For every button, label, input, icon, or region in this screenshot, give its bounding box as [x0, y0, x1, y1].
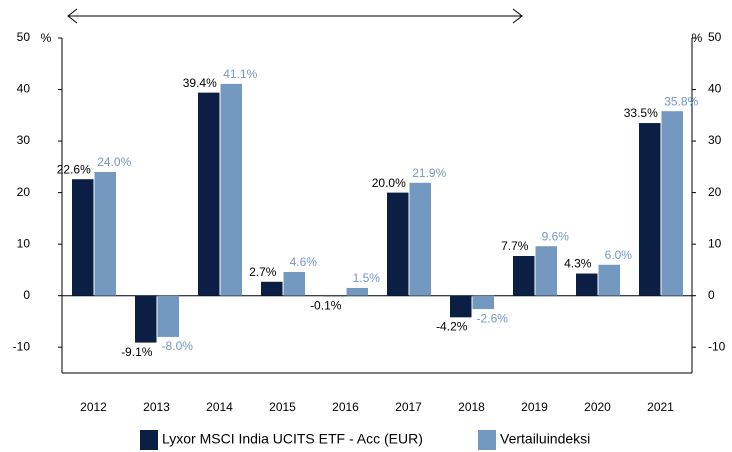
value-label: -0.1% [310, 298, 342, 312]
y-tick-label: 40 [17, 82, 31, 96]
value-label: 4.3% [564, 257, 592, 271]
value-label: -8.0% [162, 339, 194, 353]
bar [283, 271, 305, 296]
bar [513, 256, 535, 296]
bar [324, 295, 346, 297]
y-tick-label: 30 [17, 133, 31, 147]
value-label: 24.0% [97, 155, 131, 169]
y-tick-label: 10 [17, 236, 31, 250]
value-label: 20.0% [372, 176, 406, 190]
x-tick-label: 2019 [521, 400, 548, 414]
x-tick-label: 2013 [143, 400, 170, 414]
bar [661, 111, 683, 296]
x-tick-label: 2018 [458, 400, 485, 414]
bar [598, 264, 620, 296]
y-tick-label: 0 [23, 288, 30, 302]
value-label: -2.6% [477, 311, 509, 325]
bar [346, 287, 368, 296]
value-label: 4.6% [290, 255, 318, 269]
bar [639, 123, 661, 296]
bar [157, 295, 179, 337]
x-tick-label: 2016 [332, 400, 359, 414]
value-label: 7.7% [501, 239, 529, 253]
bar [535, 246, 557, 296]
y2-tick-label: 50 [708, 30, 722, 44]
y2-unit: % [692, 31, 703, 45]
y2-tick-label: 30 [708, 133, 722, 147]
value-label: 39.4% [183, 76, 217, 90]
y2-tick-label: -10 [708, 339, 726, 353]
x-tick-label: 2020 [584, 400, 611, 414]
period-arrow [67, 8, 523, 24]
bar [450, 295, 472, 318]
value-label: 33.5% [624, 106, 658, 120]
legend-swatch [478, 430, 496, 450]
x-tick-label: 2012 [80, 400, 107, 414]
y-tick-label: 20 [17, 185, 31, 199]
legend-label: Vertailuindeksi [500, 431, 590, 447]
legend-swatch [140, 430, 158, 450]
bar [472, 295, 494, 310]
value-label: 6.0% [605, 248, 633, 262]
y2-tick-label: 10 [708, 236, 722, 250]
x-tick-label: 2014 [206, 400, 233, 414]
legend-label: Lyxor MSCI India UCITS ETF - Acc (EUR) [162, 431, 423, 447]
value-label: 21.9% [412, 166, 446, 180]
value-label: -9.1% [121, 345, 153, 359]
bar [220, 83, 242, 296]
value-label: -4.2% [436, 320, 468, 334]
x-tick-label: 2015 [269, 400, 296, 414]
value-label: 22.6% [57, 162, 91, 176]
bar [198, 92, 220, 296]
y-unit: % [41, 31, 52, 45]
x-tick-label: 2017 [395, 400, 422, 414]
value-label: 41.1% [223, 67, 257, 81]
bar [261, 281, 283, 296]
bar [135, 295, 157, 343]
value-label: 2.7% [249, 265, 277, 279]
y-tick-label: 50 [17, 30, 31, 44]
y2-tick-label: 40 [708, 82, 722, 96]
bar [72, 179, 94, 296]
bar [94, 172, 116, 296]
value-label: 1.5% [353, 271, 381, 285]
x-tick-label: 2021 [647, 400, 674, 414]
y-tick-label: -10 [13, 339, 31, 353]
value-label: 35.8% [664, 94, 698, 108]
bar [387, 192, 409, 296]
y2-tick-label: 0 [708, 288, 715, 302]
value-label: 9.6% [542, 229, 570, 243]
bar [409, 182, 431, 296]
bar [576, 273, 598, 296]
y2-tick-label: 20 [708, 185, 722, 199]
